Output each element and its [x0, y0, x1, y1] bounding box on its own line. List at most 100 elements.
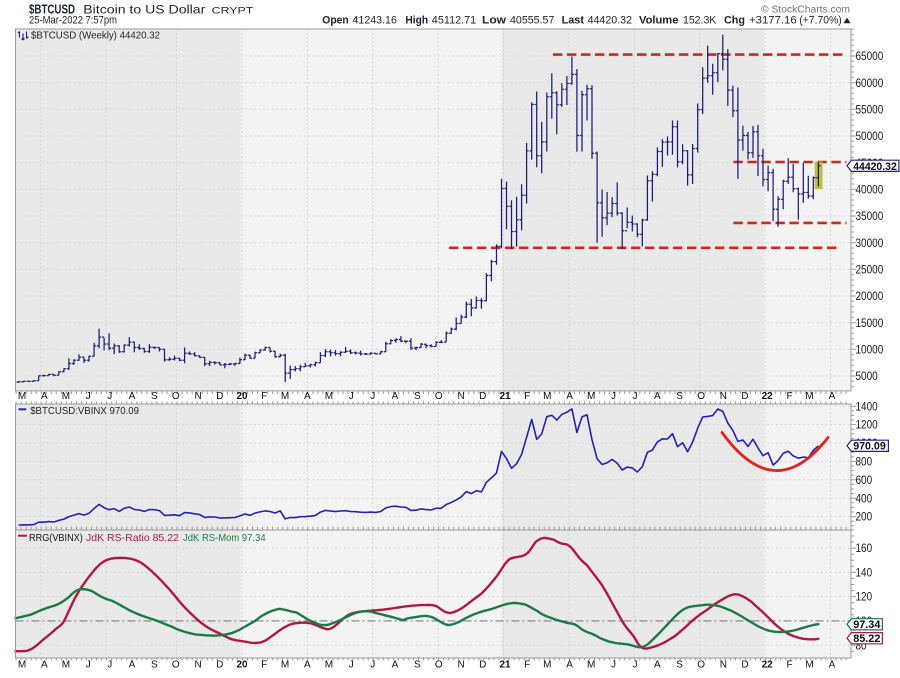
svg-text:50000: 50000 — [856, 131, 884, 143]
svg-text:65000: 65000 — [856, 51, 884, 63]
svg-text:1400: 1400 — [856, 401, 878, 413]
svg-text:80: 80 — [856, 640, 867, 652]
svg-text:M: M — [543, 659, 551, 670]
svg-text:$BTCUSD: $BTCUSD — [29, 2, 75, 17]
svg-text:S: S — [151, 659, 158, 670]
svg-text:CRYPT: CRYPT — [212, 5, 254, 16]
svg-text:O: O — [172, 391, 180, 402]
svg-text:35000: 35000 — [856, 211, 884, 223]
svg-text:O: O — [435, 659, 443, 670]
svg-text:M: M — [325, 391, 333, 402]
svg-text:20: 20 — [236, 391, 248, 402]
svg-text:M: M — [587, 659, 595, 670]
svg-text:22: 22 — [762, 659, 774, 670]
svg-text:J: J — [349, 659, 354, 670]
svg-text:O: O — [697, 659, 705, 670]
svg-text:(+7.70%): (+7.70%) — [799, 15, 841, 27]
svg-text:41243.16: 41243.16 — [353, 15, 397, 27]
svg-text:J: J — [86, 659, 91, 670]
svg-text:21: 21 — [499, 659, 511, 670]
svg-text:600: 600 — [856, 475, 873, 487]
svg-text:1200: 1200 — [856, 420, 878, 432]
svg-text:A: A — [392, 391, 399, 402]
svg-text:400: 400 — [856, 493, 873, 505]
svg-text:25000: 25000 — [856, 264, 884, 276]
svg-text:M: M — [587, 391, 595, 402]
svg-text:N: N — [720, 659, 727, 670]
svg-text:S: S — [676, 391, 683, 402]
svg-text:160: 160 — [856, 543, 873, 555]
svg-text:F: F — [786, 659, 792, 670]
svg-text:J: J — [107, 659, 112, 670]
svg-text:M: M — [805, 659, 813, 670]
svg-text:15000: 15000 — [856, 318, 884, 330]
svg-text:Open: Open — [322, 15, 349, 27]
svg-text:JdK RS-Mom 97.34: JdK RS-Mom 97.34 — [183, 532, 266, 544]
svg-text:+3177.16: +3177.16 — [749, 15, 797, 27]
svg-text:97.34: 97.34 — [853, 619, 881, 631]
svg-text:M: M — [805, 391, 813, 402]
svg-text:44420.32: 44420.32 — [853, 161, 897, 173]
svg-text:M: M — [18, 391, 26, 402]
svg-text:N: N — [194, 391, 201, 402]
svg-text:970.09: 970.09 — [853, 441, 886, 453]
svg-text:120: 120 — [856, 592, 873, 604]
svg-text:A: A — [129, 391, 136, 402]
svg-text:85.22: 85.22 — [853, 633, 880, 645]
svg-text:M: M — [18, 659, 26, 670]
svg-text:Chg: Chg — [724, 15, 745, 27]
svg-text:O: O — [172, 659, 180, 670]
svg-text:High: High — [405, 15, 428, 27]
svg-text:© StockCharts.com: © StockCharts.com — [761, 4, 850, 16]
svg-text:A: A — [41, 391, 48, 402]
svg-text:F: F — [261, 659, 267, 670]
svg-text:10000: 10000 — [856, 344, 884, 356]
svg-text:25-Mar-2022 7:57pm: 25-Mar-2022 7:57pm — [29, 15, 117, 27]
svg-text:O: O — [697, 391, 705, 402]
svg-text:140: 140 — [856, 568, 873, 580]
svg-text:M: M — [62, 659, 70, 670]
svg-text:44420.32: 44420.32 — [588, 15, 632, 27]
svg-text:21: 21 — [499, 391, 511, 402]
svg-text:A: A — [829, 659, 836, 670]
svg-text:D: D — [741, 391, 748, 402]
svg-text:D: D — [741, 659, 748, 670]
svg-text:S: S — [414, 391, 421, 402]
svg-text:20000: 20000 — [856, 291, 884, 303]
svg-text:J: J — [611, 391, 616, 402]
svg-text:800: 800 — [856, 457, 873, 469]
svg-text:N: N — [457, 391, 464, 402]
svg-text:JdK RS-Ratio 85.22: JdK RS-Ratio 85.22 — [86, 532, 179, 544]
svg-text:M: M — [281, 659, 289, 670]
svg-text:M: M — [281, 391, 289, 402]
svg-text:A: A — [304, 659, 311, 670]
svg-text:$BTCUSD (Weekly) 44420.32: $BTCUSD (Weekly) 44420.32 — [31, 29, 160, 41]
svg-text:M: M — [325, 659, 333, 670]
svg-text:J: J — [107, 391, 112, 402]
svg-text:A: A — [392, 659, 399, 670]
svg-text:M: M — [543, 391, 551, 402]
svg-text:Volume: Volume — [639, 15, 678, 27]
svg-text:RRG(VBINX): RRG(VBINX) — [29, 532, 83, 544]
svg-text:30000: 30000 — [856, 238, 884, 250]
svg-text:22: 22 — [762, 391, 774, 402]
svg-text:J: J — [611, 659, 616, 670]
svg-text:D: D — [479, 659, 486, 670]
svg-text:F: F — [261, 391, 267, 402]
svg-text:A: A — [566, 391, 573, 402]
svg-text:D: D — [216, 391, 223, 402]
svg-text:F: F — [524, 391, 530, 402]
svg-text:S: S — [676, 659, 683, 670]
svg-text:N: N — [457, 659, 464, 670]
svg-text:A: A — [41, 659, 48, 670]
svg-text:D: D — [479, 391, 486, 402]
svg-text:5000: 5000 — [856, 371, 878, 383]
svg-text:N: N — [720, 391, 727, 402]
svg-text:F: F — [786, 391, 792, 402]
svg-text:60000: 60000 — [856, 78, 884, 90]
svg-text:N: N — [194, 659, 201, 670]
svg-text:200: 200 — [856, 512, 873, 524]
svg-text:A: A — [129, 659, 136, 670]
svg-text:A: A — [829, 391, 836, 402]
svg-text:A: A — [654, 659, 661, 670]
